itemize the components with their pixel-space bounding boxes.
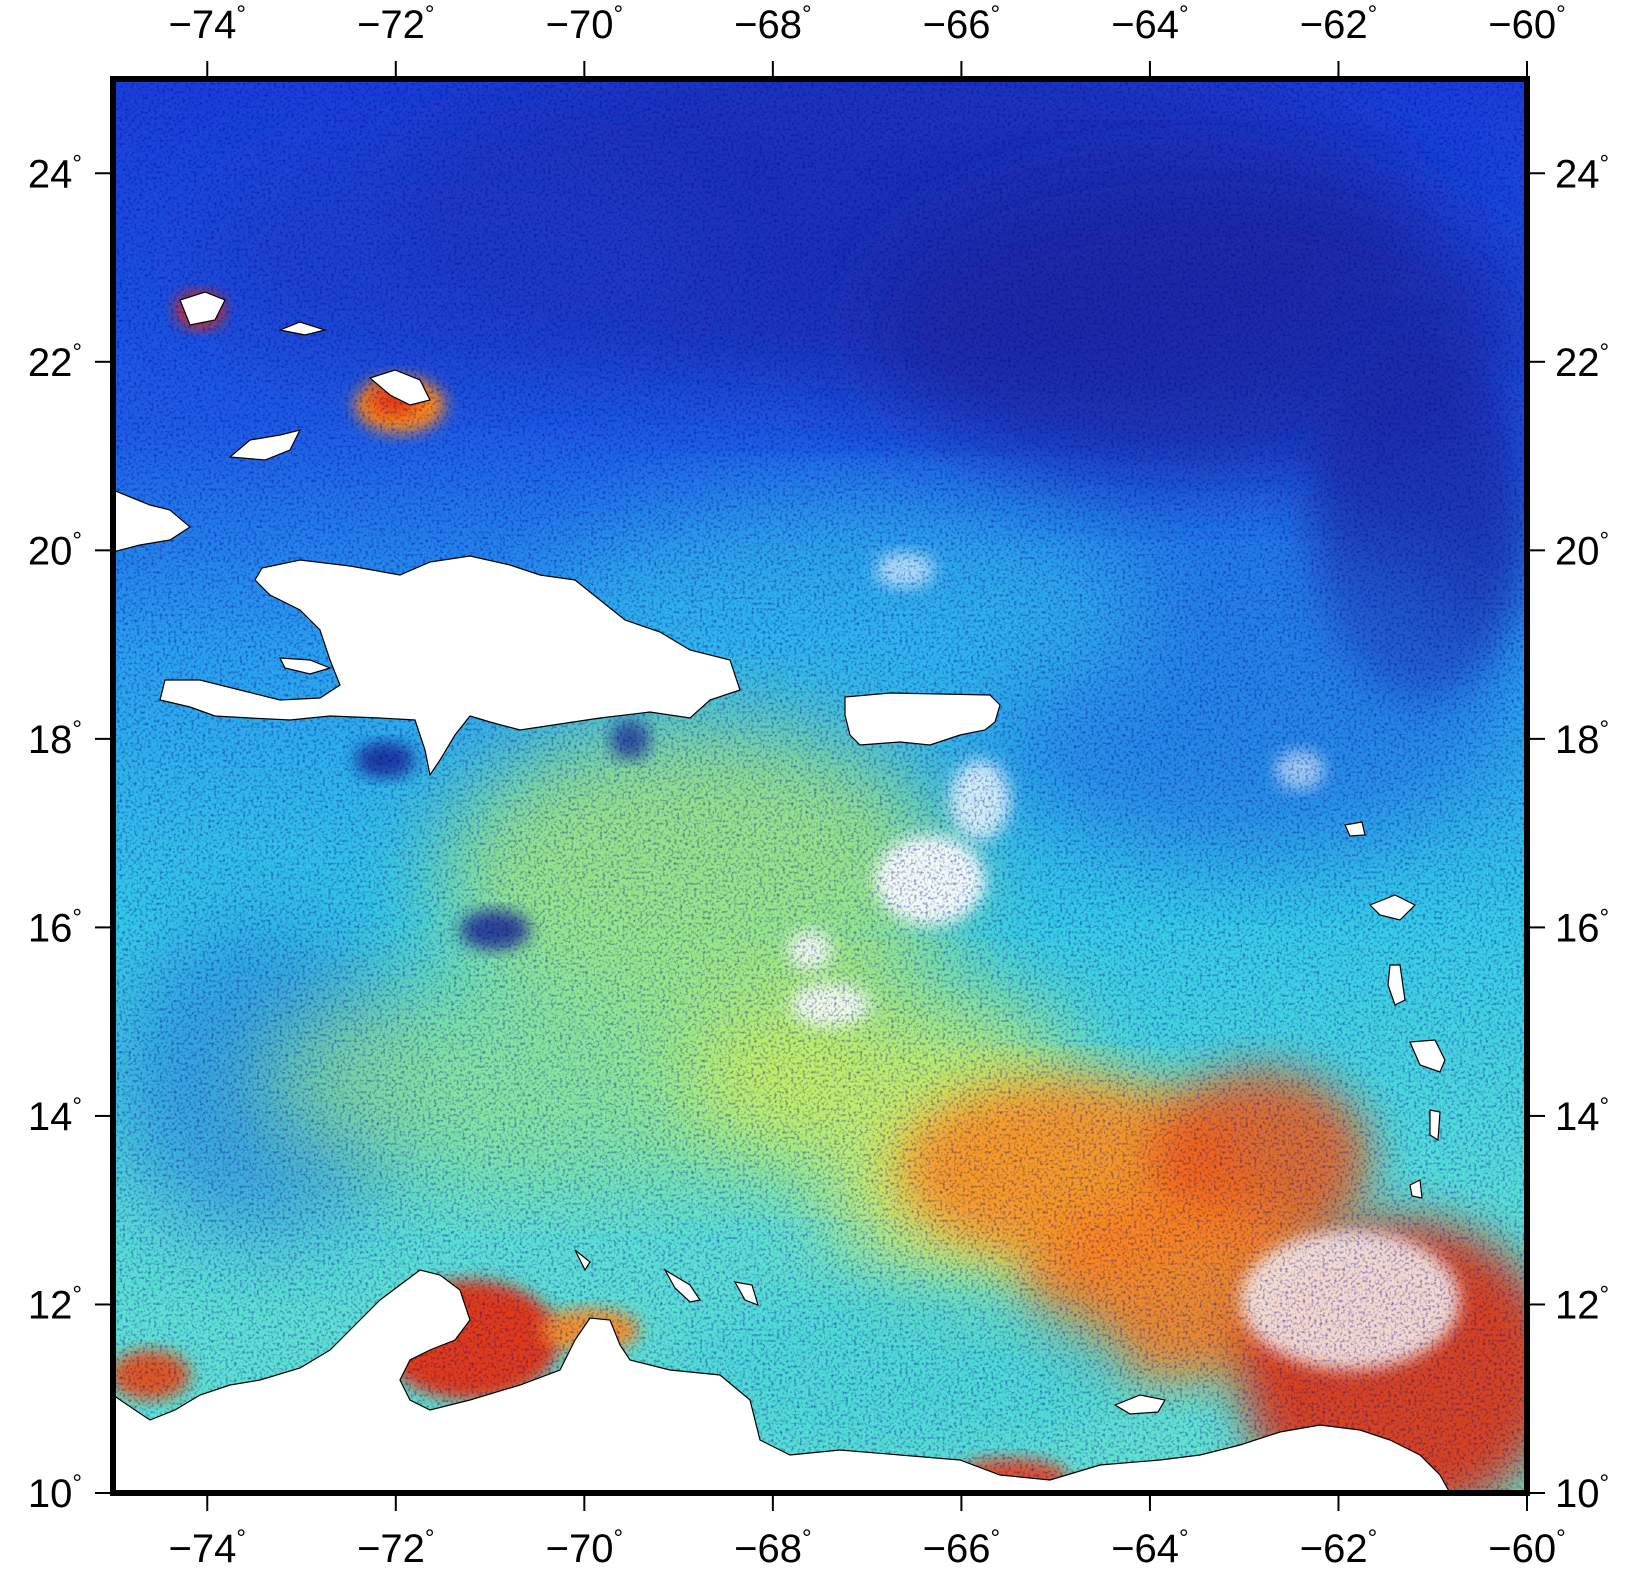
bahamas-islet-1 — [277, 321, 328, 336]
x-tick-label-top: −70° — [546, 1, 623, 47]
y-tick-label-right: 16° — [1555, 904, 1609, 950]
inagua — [179, 291, 226, 326]
st-lucia — [1429, 1109, 1441, 1142]
x-tick-label-bottom: −60° — [1488, 1525, 1565, 1571]
x-tick-label-bottom: −70° — [546, 1525, 623, 1571]
south-america — [113, 1269, 1451, 1493]
y-tick-label-left: 18° — [28, 716, 82, 762]
y-tick-label-right: 20° — [1555, 527, 1609, 573]
bonaire — [733, 1281, 759, 1306]
hispaniola — [159, 555, 741, 777]
y-tick-label-left: 24° — [28, 150, 82, 196]
guadeloupe — [1368, 894, 1417, 921]
x-tick-label-top: −64° — [1111, 1, 1188, 47]
x-tick-label-top: −62° — [1300, 1, 1377, 47]
la-gonave — [278, 657, 332, 675]
y-tick-label-left: 12° — [28, 1281, 82, 1327]
y-tick-label-right: 24° — [1555, 150, 1609, 196]
curacao — [663, 1268, 701, 1303]
y-tick-label-right: 14° — [1555, 1093, 1609, 1139]
x-tick-label-bottom: −62° — [1300, 1525, 1377, 1571]
margarita — [1113, 1394, 1166, 1415]
aruba — [574, 1249, 591, 1272]
bahamas-islet-2 — [368, 369, 431, 406]
martinique — [1409, 1039, 1446, 1073]
puerto-rico — [844, 692, 1001, 746]
x-tick-label-top: −72° — [357, 1, 434, 47]
y-tick-label-left: 20° — [28, 527, 82, 573]
x-tick-label-bottom: −74° — [169, 1525, 246, 1571]
x-tick-label-bottom: −66° — [923, 1525, 1000, 1571]
tick-marks — [95, 61, 1545, 1511]
chlorophyll-field — [113, 79, 1527, 1493]
y-tick-label-left: 10° — [28, 1470, 82, 1516]
y-tick-label-left: 14° — [28, 1093, 82, 1139]
map-frame — [110, 76, 1530, 1496]
turks-caicos — [228, 429, 302, 461]
antigua — [1344, 821, 1366, 837]
land-masses — [113, 291, 1451, 1493]
x-tick-label-bottom: −64° — [1111, 1525, 1188, 1571]
y-tick-label-right: 18° — [1555, 716, 1609, 762]
cuba-tip — [113, 489, 192, 553]
x-tick-label-bottom: −72° — [357, 1525, 434, 1571]
y-tick-label-right: 10° — [1555, 1470, 1609, 1516]
st-vincent — [1409, 1179, 1423, 1199]
y-tick-label-right: 12° — [1555, 1281, 1609, 1327]
x-tick-label-top: −60° — [1488, 1, 1565, 47]
dominica — [1387, 964, 1406, 1006]
y-tick-label-left: 22° — [28, 339, 82, 385]
x-tick-label-top: −74° — [169, 1, 246, 47]
x-tick-label-bottom: −68° — [734, 1525, 811, 1571]
x-tick-label-top: −68° — [734, 1, 811, 47]
x-tick-label-top: −66° — [923, 1, 1000, 47]
y-tick-label-right: 22° — [1555, 339, 1609, 385]
y-tick-label-left: 16° — [28, 904, 82, 950]
